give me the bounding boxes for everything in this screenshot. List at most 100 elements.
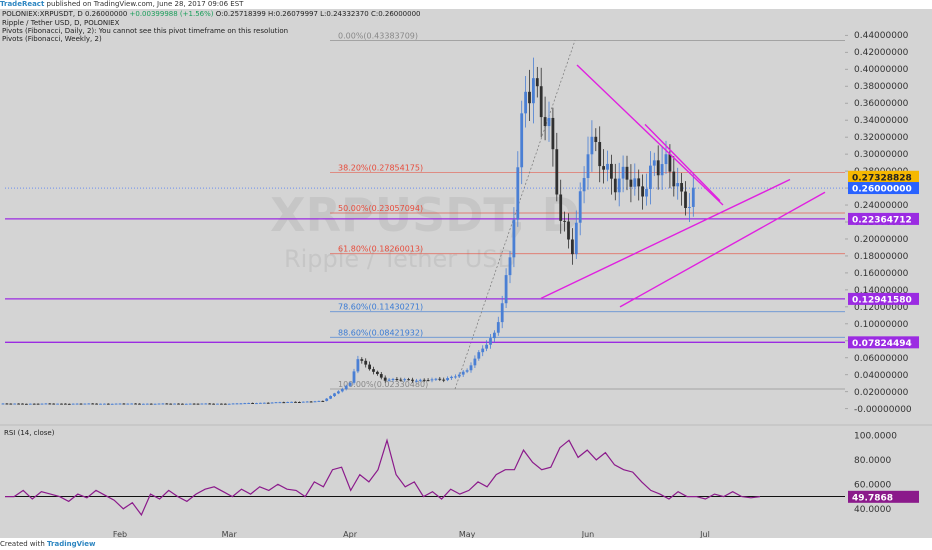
candle-body bbox=[251, 402, 254, 404]
brand-name[interactable]: TradeReact bbox=[0, 0, 45, 8]
chart-area[interactable]: 0.44000000 0.42000000 0.40000000 0.38000000… bbox=[0, 9, 932, 539]
candle-body bbox=[352, 371, 356, 383]
candle-body bbox=[465, 370, 469, 372]
candle-body bbox=[64, 403, 67, 405]
ohlc-values: O:0.25718399 H:0.26079997 L:0.24332370 C… bbox=[215, 10, 421, 18]
candle-body bbox=[617, 178, 621, 193]
candle-body bbox=[512, 219, 516, 258]
candle-body bbox=[516, 167, 520, 220]
candle-body bbox=[305, 401, 309, 403]
candle-body bbox=[524, 91, 527, 114]
candle-body bbox=[547, 117, 551, 127]
candle-body bbox=[379, 374, 383, 378]
candle-body bbox=[91, 403, 95, 405]
candle-body bbox=[520, 113, 524, 168]
candle-body bbox=[348, 382, 352, 386]
candle-body bbox=[360, 359, 364, 361]
price-label-box bbox=[848, 182, 919, 195]
candle-body bbox=[672, 171, 676, 187]
candle-body bbox=[329, 396, 332, 399]
price-tick-label: 0.06000000 bbox=[854, 354, 909, 364]
candle-body bbox=[645, 189, 648, 197]
candle-body bbox=[426, 380, 430, 382]
candle-body bbox=[200, 403, 204, 405]
candle-body bbox=[344, 385, 348, 390]
candle-body bbox=[153, 403, 157, 405]
candle-body bbox=[582, 178, 586, 192]
candle-body bbox=[317, 400, 321, 402]
price-tick-label: 0.32000000 bbox=[854, 133, 909, 143]
candle-body bbox=[60, 403, 63, 405]
price-tick-label: 0.02000000 bbox=[854, 388, 909, 398]
chart-svg[interactable]: 0.44000000 0.42000000 0.40000000 0.38000000… bbox=[0, 9, 932, 539]
candle-body bbox=[286, 401, 290, 403]
candle-body bbox=[255, 403, 258, 405]
candle-body bbox=[571, 239, 574, 255]
rsi-tick-label: 60.0000 bbox=[854, 480, 891, 490]
candle-body bbox=[266, 402, 270, 404]
price-tick-label: 0.04000000 bbox=[854, 371, 909, 381]
tradingview-logo[interactable]: TradingView bbox=[47, 540, 96, 548]
trendline-descending-inner bbox=[644, 123, 721, 202]
candle-body bbox=[114, 403, 118, 405]
candle-body bbox=[691, 187, 695, 207]
rsi-line bbox=[5, 438, 761, 517]
candle-body bbox=[87, 403, 91, 405]
candle-body bbox=[313, 401, 317, 403]
fib-connector-line bbox=[454, 40, 576, 390]
price-label-text: 0.07824494 bbox=[852, 339, 912, 349]
rsi-tick-label: 80.0000 bbox=[854, 456, 891, 466]
price-label-box bbox=[848, 336, 919, 349]
candle-body bbox=[126, 403, 130, 405]
candle-body bbox=[528, 91, 531, 104]
candle-body bbox=[567, 221, 570, 240]
price-tick-label: 0.38000000 bbox=[854, 82, 909, 92]
candle-body bbox=[118, 403, 122, 405]
candle-body bbox=[473, 358, 477, 366]
candle-body bbox=[270, 402, 274, 404]
candle-body bbox=[184, 403, 188, 405]
legend-pivots-daily: Pivots (Fibonacci, Daily, 2): You cannot… bbox=[2, 27, 289, 35]
candle-body bbox=[372, 369, 375, 372]
symbol-line: POLONIEX:XRPUSDT, D 0.26000000 +0.003999… bbox=[2, 10, 421, 18]
candle-body bbox=[95, 403, 98, 405]
fib-level-label: 100.00%(0.02330480) bbox=[338, 380, 428, 389]
candle-body bbox=[602, 166, 605, 170]
candle-body bbox=[457, 374, 461, 377]
candle-body bbox=[442, 379, 446, 381]
candle-body bbox=[1, 403, 5, 405]
candle-body bbox=[368, 364, 371, 370]
candle-body bbox=[192, 403, 196, 405]
candle-body bbox=[32, 403, 36, 405]
candle-body bbox=[220, 403, 223, 405]
x-tick-label: Jun bbox=[581, 530, 595, 538]
candle-body bbox=[606, 163, 609, 170]
candle-body bbox=[103, 403, 106, 405]
candle-body bbox=[578, 191, 582, 223]
price-label-box bbox=[848, 212, 919, 225]
candle-body bbox=[551, 117, 555, 150]
candle-body bbox=[25, 403, 28, 405]
rsi-value-label: 49.7868 bbox=[852, 493, 893, 503]
x-tick-label: Feb bbox=[113, 530, 127, 538]
candle-body bbox=[676, 183, 680, 187]
candle-body bbox=[469, 365, 473, 371]
candle-body bbox=[294, 401, 297, 403]
candle-body bbox=[508, 257, 512, 276]
candle-body bbox=[450, 376, 453, 379]
candle-body bbox=[399, 379, 403, 381]
candle-body bbox=[208, 403, 212, 405]
candle-body bbox=[216, 403, 219, 405]
candle-body bbox=[563, 220, 566, 222]
candle-body bbox=[188, 403, 192, 405]
candle-body bbox=[138, 403, 141, 405]
candle-body bbox=[539, 86, 543, 118]
fib-level-label: 88.60%(0.08421932) bbox=[338, 328, 423, 337]
price-label-text: 0.22364712 bbox=[852, 215, 912, 225]
candle-body bbox=[110, 403, 114, 405]
candle-body bbox=[586, 154, 590, 179]
candle-body bbox=[290, 401, 293, 403]
candle-body bbox=[309, 401, 313, 403]
candle-body bbox=[680, 183, 683, 192]
price-tick-label: 0.44000000 bbox=[854, 31, 909, 41]
